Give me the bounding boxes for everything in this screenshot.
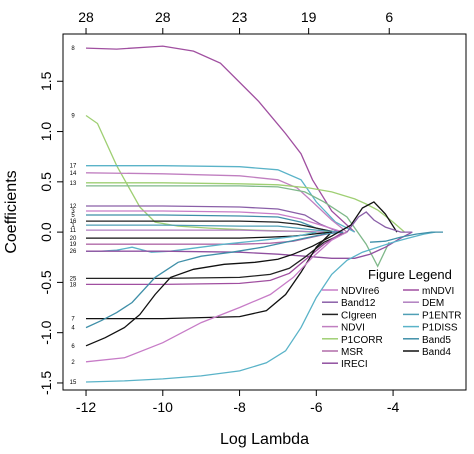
series-line-23 xyxy=(85,231,436,383)
curve-index-label: 3 xyxy=(71,209,75,215)
y-axis-label: Coefficients xyxy=(3,170,20,253)
curve-index-label: 19 xyxy=(70,242,77,248)
series-lines xyxy=(85,45,443,383)
top-tick-label: 28 xyxy=(155,9,171,25)
series-line-25 xyxy=(369,231,443,243)
series-line-7 xyxy=(86,205,340,233)
legend-label: MSR xyxy=(341,347,363,358)
legend-label: P1CORR xyxy=(341,335,383,346)
series-line-19 xyxy=(86,231,333,320)
curve-index-label: 7 xyxy=(71,317,75,323)
x-tick-label: -10 xyxy=(153,399,173,415)
curve-index-label: 18 xyxy=(70,282,77,288)
legend-label: mNDVI xyxy=(422,286,454,297)
top-tick-label: 23 xyxy=(232,9,248,25)
y-tick-label: -1.5 xyxy=(38,371,54,395)
y-tick-label: 1.0 xyxy=(38,122,54,142)
legend-label: P1ENTR xyxy=(422,310,461,321)
legend-label: CIgreen xyxy=(341,310,377,321)
x-axis-label: Log Lambda xyxy=(220,431,309,448)
legend-label: P1DISS xyxy=(422,323,458,334)
y-tick-label: 1.5 xyxy=(38,71,54,91)
y-tick-label: 0.5 xyxy=(38,172,54,192)
curve-index-label: 1 xyxy=(71,223,75,229)
series-line-20 xyxy=(85,231,344,329)
legend-label: NDVI xyxy=(341,323,365,334)
curve-index-label: 13 xyxy=(70,181,77,187)
legend-label: Band12 xyxy=(341,298,376,309)
curve-index-label: 15 xyxy=(70,380,77,386)
curve-index-label: 2 xyxy=(71,360,75,366)
top-tick-label: 28 xyxy=(78,9,94,25)
series-line-5 xyxy=(86,182,406,233)
series-line-21 xyxy=(85,201,398,347)
curve-index-label: 9 xyxy=(71,113,75,119)
x-tick-label: -12 xyxy=(76,399,96,415)
curve-index-label: 11 xyxy=(70,228,77,234)
legend-label: Band4 xyxy=(422,347,451,358)
legend: Figure Legend NDVIre6 mNDVI Band12 DEM CIgre… xyxy=(322,267,461,370)
curve-index-label: 6 xyxy=(71,344,75,350)
curve-index-label: 16 xyxy=(70,219,77,225)
curve-index-label: 4 xyxy=(71,326,75,332)
legend-title: Figure Legend xyxy=(368,267,452,282)
series-line-18 xyxy=(86,231,344,286)
top-tick-label: 6 xyxy=(385,9,393,25)
series-line-10 xyxy=(86,220,336,233)
legend-label: NDVIre6 xyxy=(341,286,380,297)
legend-label: Band5 xyxy=(422,335,451,346)
y-tick-label: -1.0 xyxy=(38,320,54,344)
curve-index-label: 20 xyxy=(70,236,77,242)
curve-index-label: 25 xyxy=(70,276,77,282)
series-line-3 xyxy=(86,165,356,233)
series-line-24 xyxy=(346,211,413,233)
y-tick-label: 0.0 xyxy=(38,222,54,242)
curve-index-label: 17 xyxy=(70,164,77,170)
curve-index-label: 5 xyxy=(71,213,75,219)
series-line-13 xyxy=(86,231,332,239)
x-tick-label: -6 xyxy=(310,399,323,415)
series-line-17 xyxy=(86,231,348,280)
series-line-6 xyxy=(86,185,390,268)
series-line-4 xyxy=(85,172,348,233)
top-tick-label: 19 xyxy=(301,9,317,25)
curve-index-label: 14 xyxy=(70,171,77,177)
y-tick-label: -0.5 xyxy=(38,270,54,294)
series-line-22 xyxy=(85,231,348,363)
series-line-12 xyxy=(86,229,325,233)
axes: -12 -10 -8 -6 -4-1.5-1.0-0.50.00.51.01.528 28… xyxy=(38,9,400,415)
series-line-16 xyxy=(86,231,413,259)
plot-border xyxy=(62,33,467,391)
curve-index-label: 12 xyxy=(70,204,77,210)
legend-label: DEM xyxy=(422,298,444,309)
series-line-8 xyxy=(86,210,344,233)
x-tick-label: -4 xyxy=(387,399,400,415)
curve-index-label: 26 xyxy=(70,249,77,255)
curve-index-label: 8 xyxy=(71,46,75,52)
series-line-11 xyxy=(86,224,340,233)
legend-label: IRECI xyxy=(341,359,368,370)
x-tick-label: -8 xyxy=(233,399,246,415)
